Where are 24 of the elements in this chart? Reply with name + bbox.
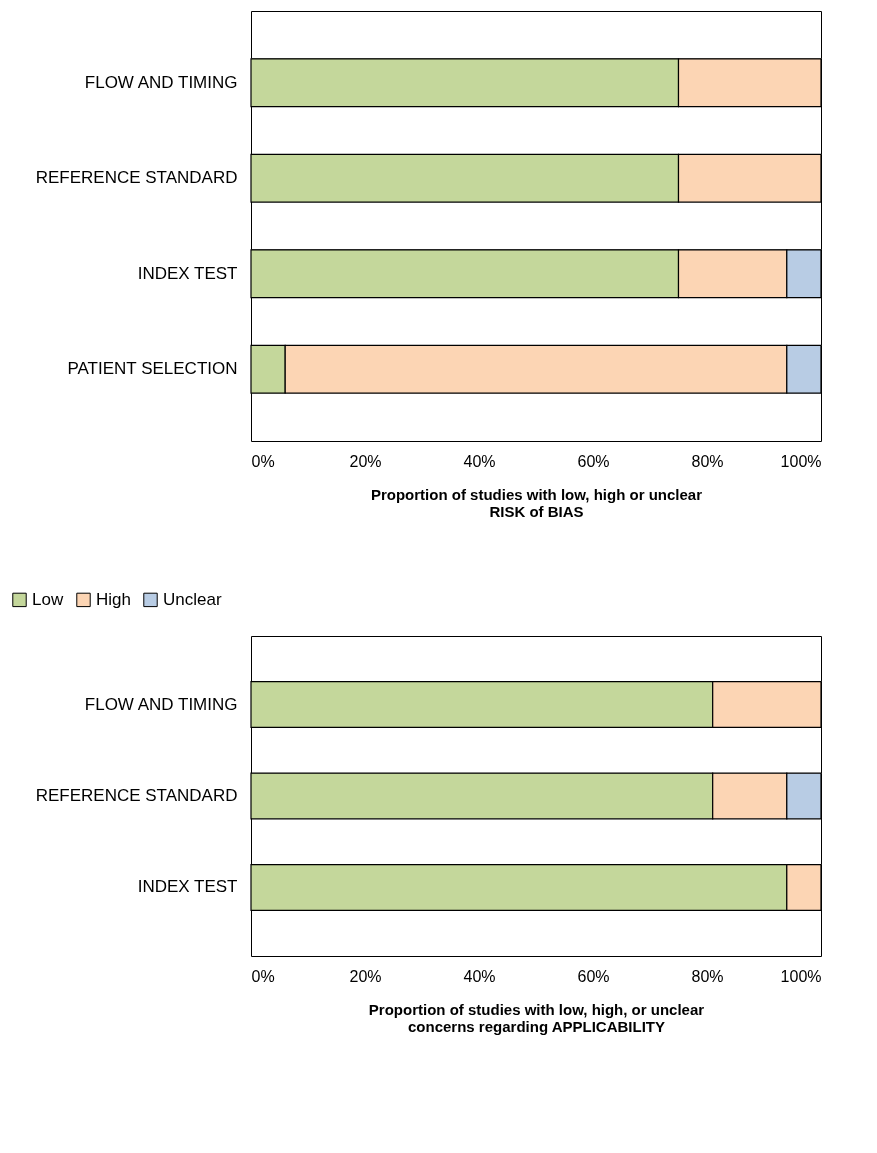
x-tick-label: 0% — [251, 452, 275, 470]
y-tick-label: REFERENCE STANDARD — [35, 168, 238, 188]
y-tick-label: INDEX TEST — [137, 263, 238, 283]
y-tick-label: REFERENCE STANDARD — [35, 786, 238, 805]
legend-label: Unclear — [163, 589, 222, 609]
x-axis-title: Proportion of studies with low, high, or unclear concerns regarding APPLICABILITY — [368, 1000, 705, 1035]
y-tick-label: INDEX TEST — [137, 877, 238, 897]
x-tick-label: 20% — [349, 452, 382, 470]
y-tick-label: FLOW AND TIMING — [84, 72, 238, 92]
y-tick-label: PATIENT SELECTION — [67, 359, 238, 379]
x-tick-label: 100% — [780, 967, 822, 985]
x-tick-label: 80% — [691, 967, 724, 985]
legend-label: Low — [32, 589, 64, 609]
legend-label: High — [96, 589, 131, 609]
y-tick-label: FLOW AND TIMING — [84, 694, 238, 714]
x-tick-label: 80% — [691, 452, 724, 470]
x-tick-label: 60% — [577, 452, 610, 470]
x-tick-label: 20% — [349, 967, 382, 985]
x-tick-label: 0% — [251, 967, 275, 985]
x-tick-label: 100% — [780, 452, 822, 470]
x-tick-label: 40% — [463, 967, 496, 985]
x-tick-label: 40% — [463, 452, 496, 470]
x-tick-label: 60% — [577, 967, 610, 985]
x-axis-title: Proportion of studies with low, high or unclear RISK of BIAS — [370, 485, 703, 520]
